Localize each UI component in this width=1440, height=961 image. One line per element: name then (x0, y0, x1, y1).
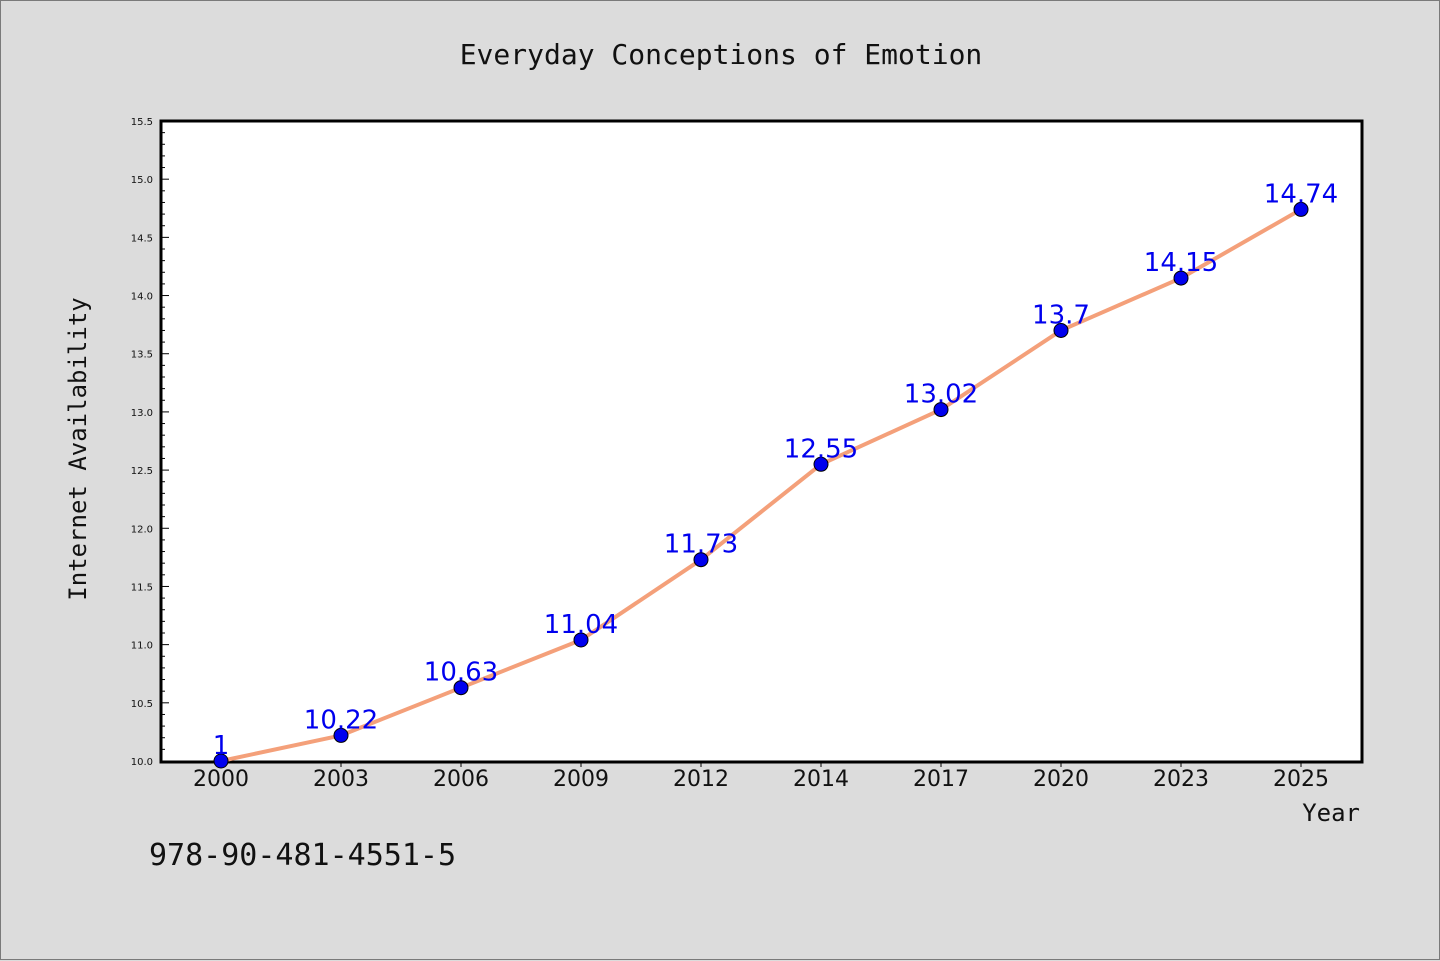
data-label: 12.55 (784, 434, 858, 464)
data-label: 10.63 (424, 658, 498, 688)
y-tick-label: 11.5 (131, 582, 153, 593)
y-tick-label: 13.5 (131, 350, 153, 361)
y-tick-label: 10.0 (131, 757, 153, 768)
x-tick-label: 2017 (913, 767, 969, 792)
y-tick-label: 10.5 (131, 699, 153, 710)
data-point (333, 727, 349, 743)
data-label: 13.7 (1032, 300, 1090, 330)
x-tick-label: 2000 (193, 767, 249, 792)
y-tick-label: 15.5 (131, 117, 153, 128)
x-tick-label: 2023 (1153, 767, 1209, 792)
data-point (1293, 201, 1309, 217)
data-label: 10.22 (304, 705, 378, 735)
x-axis-label: Year (1302, 799, 1360, 827)
data-label: 14.74 (1264, 179, 1338, 209)
y-tick-label: 12.0 (131, 524, 153, 535)
x-tick-label: 2020 (1033, 767, 1089, 792)
y-axis-label: Internet Availability (64, 297, 92, 600)
y-tick-label: 12.5 (131, 466, 153, 477)
series (213, 201, 1309, 769)
data-label: 1 (213, 731, 230, 761)
data-point (1053, 322, 1069, 338)
data-label: 11.73 (664, 530, 738, 560)
x-tick-label: 2006 (433, 767, 489, 792)
y-tick-label: 11.0 (131, 641, 153, 652)
data-point (453, 680, 469, 696)
data-label: 11.04 (544, 610, 618, 640)
chart-title: Everyday Conceptions of Emotion (460, 38, 983, 71)
plot-area (159, 119, 1364, 764)
y-tick-label: 13.0 (131, 408, 153, 419)
y-tick-label: 14.0 (131, 292, 153, 303)
x-tick-label: 2014 (793, 767, 849, 792)
data-labels: 1 10.22 10.63 11.04 11.73 12.55 13.02 13.7 14.15… (213, 179, 1338, 761)
x-tick-label: 2009 (553, 767, 609, 792)
y-axis: 10.0 10.5 11.0 11.5 12.0 12.5 13.0 13.5 14.0 14.5… (131, 117, 169, 768)
data-label: 14.15 (1144, 248, 1218, 278)
data-point (693, 552, 709, 568)
y-tick-label: 14.5 (131, 233, 153, 244)
data-point (213, 753, 229, 769)
data-point (1173, 270, 1189, 286)
x-tick-label: 2025 (1273, 767, 1329, 792)
series-line (219, 207, 1303, 763)
footer-code: 978-90-481-4551-5 (149, 838, 456, 873)
data-point (933, 402, 949, 418)
x-tick-label: 2012 (673, 767, 729, 792)
data-point (573, 632, 589, 648)
y-tick-label: 15.0 (131, 175, 153, 186)
data-label: 13.02 (904, 380, 978, 410)
x-axis: 2000 2003 2006 2009 2012 2014 2017 2020 2023 2025 (193, 762, 1329, 792)
data-point (813, 456, 829, 472)
x-tick-label: 2003 (313, 767, 369, 792)
